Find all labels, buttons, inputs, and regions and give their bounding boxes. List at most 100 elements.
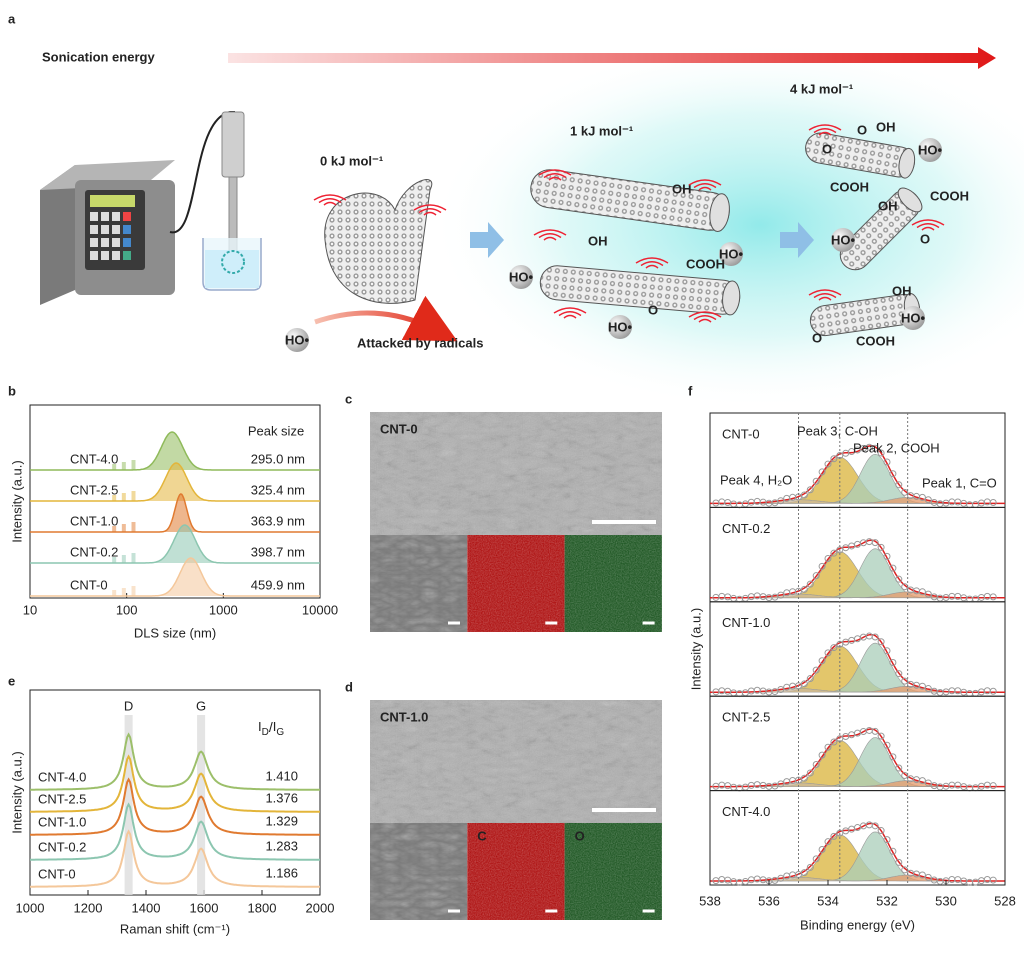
x-tick-label: 1800: [248, 900, 277, 915]
data-point: [871, 822, 879, 830]
wave: [548, 176, 562, 181]
sample-label: CNT-2.5: [70, 482, 118, 497]
x-tick-label: 100: [116, 602, 138, 617]
data-point: [848, 542, 856, 550]
stage-label: 0 kJ mol⁻¹: [320, 153, 383, 168]
ratio-value: 1.376: [265, 790, 298, 805]
data-point: [724, 876, 732, 884]
data-point: [948, 592, 956, 600]
data-point: [924, 496, 932, 504]
x-tick-label: 1200: [74, 900, 103, 915]
functional-group: O: [822, 141, 832, 156]
size-distribution: [30, 493, 320, 533]
radical-label: HO•: [608, 319, 633, 334]
x-tick-label: 1000: [16, 900, 45, 915]
data-point: [918, 871, 926, 879]
sample-label: CNT-1.0: [722, 615, 770, 630]
data-point: [989, 498, 997, 506]
ratio-value: 1.410: [265, 768, 298, 783]
size-distribution: [30, 431, 320, 471]
fit-component: [710, 548, 1005, 599]
data-point: [871, 633, 879, 641]
minor-bar: [112, 495, 117, 501]
data-point: [800, 491, 808, 499]
data-point: [877, 732, 885, 740]
wave: [558, 311, 582, 317]
machine-side: [40, 165, 75, 305]
data-point: [824, 838, 832, 846]
data-point: [871, 727, 879, 735]
y-axis-label: Intensity (a.u.): [688, 608, 703, 690]
minor-bar: [112, 526, 117, 532]
data-point: [771, 688, 779, 696]
sample-label: CNT-0: [38, 866, 76, 881]
data-point: [972, 784, 979, 792]
data-point: [877, 827, 885, 835]
data-point: [895, 764, 903, 772]
minor-bar: [112, 590, 117, 596]
functional-group: O: [920, 231, 930, 246]
wave: [688, 179, 722, 186]
machine-screen: [90, 195, 135, 207]
data-point: [724, 687, 732, 695]
data-point: [948, 687, 956, 695]
data-point: [924, 873, 932, 881]
peak-size-label: 398.7 nm: [251, 544, 305, 559]
wave: [563, 314, 577, 319]
data-point: [889, 470, 897, 478]
data-point: [989, 593, 997, 601]
nanotube: [805, 132, 916, 179]
nanotube: [530, 169, 730, 232]
wave: [538, 233, 562, 239]
data-point: [954, 592, 962, 600]
peak-label: Peak 3, C-OH: [797, 423, 878, 438]
x-tick-label: 2000: [306, 900, 335, 915]
peak-size-label: 295.0 nm: [251, 451, 305, 466]
machine-key: [123, 212, 131, 221]
attack-arrow: [314, 295, 458, 342]
machine-key: [112, 212, 120, 221]
peak-label: Peak 2, COOH: [853, 440, 940, 455]
sample-label: CNT-1.0: [70, 513, 118, 528]
nanotube-end: [897, 187, 923, 213]
data-point: [877, 543, 885, 551]
data-point: [724, 593, 732, 601]
stage-label: 4 kJ mol⁻¹: [790, 81, 853, 96]
band-label: D: [124, 698, 133, 713]
peak-label: Peak 1, C=O: [922, 475, 997, 490]
ratio-part: /: [269, 719, 273, 735]
functional-group: O: [857, 122, 867, 137]
wave: [645, 264, 659, 269]
functional-group: OH: [588, 233, 608, 248]
eds-texture: [467, 535, 565, 632]
tube-coil: [324, 179, 433, 304]
data-point: [877, 449, 885, 457]
data-point: [830, 549, 838, 557]
minor-bar: [121, 588, 126, 596]
tem-grain: [370, 700, 662, 823]
wave: [635, 257, 669, 264]
data-point: [747, 687, 755, 695]
radical-label: HO•: [831, 232, 856, 247]
functional-group: OH: [876, 119, 896, 134]
data-point: [924, 685, 932, 693]
radical-ball: [831, 228, 855, 252]
data-point: [806, 769, 814, 777]
ratio-value: 1.283: [265, 838, 298, 853]
data-point: [747, 498, 755, 506]
wave: [808, 289, 842, 296]
wave: [916, 223, 940, 229]
data-point: [954, 498, 962, 506]
functional-group: OH: [892, 283, 912, 298]
wave: [693, 183, 717, 189]
machine-key: [112, 238, 120, 247]
data-point: [972, 878, 979, 886]
cavitation: [221, 250, 245, 274]
panel-letter: b: [8, 383, 16, 398]
wave: [688, 311, 722, 318]
radical-label: HO•: [901, 310, 926, 325]
radical-ball: [608, 315, 632, 339]
data-point: [848, 636, 856, 644]
data-point: [771, 782, 779, 790]
